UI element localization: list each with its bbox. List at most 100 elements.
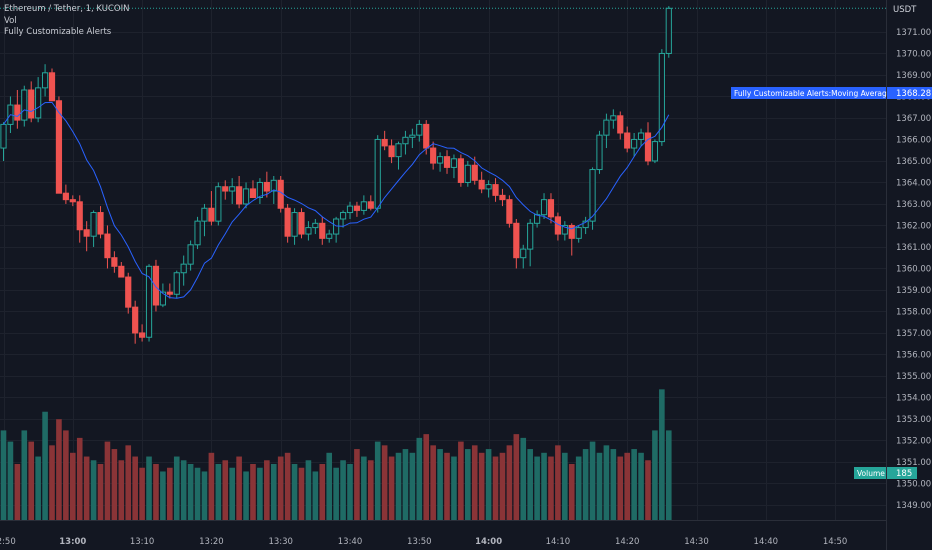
volume-bar — [575, 456, 582, 520]
candle — [596, 130, 603, 174]
candle — [381, 130, 388, 151]
volume-bar — [139, 467, 145, 520]
time-tick-label: 12:50 — [0, 537, 16, 547]
candle — [360, 195, 367, 215]
volume-bar — [243, 471, 249, 520]
price-tick-label: 1358.00 — [896, 307, 931, 317]
candle — [194, 216, 201, 250]
volume-bar — [326, 452, 333, 520]
volume-bar — [374, 441, 381, 520]
volume-bar — [471, 445, 478, 520]
candle — [48, 68, 56, 102]
candle-body — [132, 306, 139, 334]
volume-bar — [506, 445, 513, 520]
volume-bar — [305, 460, 312, 520]
candle-body — [651, 141, 659, 162]
volume-bar — [610, 449, 617, 520]
candle-body — [644, 132, 652, 162]
volume-bar — [236, 456, 242, 520]
volume-bar — [229, 467, 235, 520]
volume-bar — [659, 389, 665, 520]
volume-bar — [291, 464, 298, 520]
volume-bar — [21, 430, 28, 520]
volume-bar — [367, 460, 374, 520]
volume-indicator-label[interactable]: Vol — [4, 15, 17, 26]
price-tick-label: 1364.00 — [896, 178, 931, 188]
candle — [492, 178, 499, 202]
candle — [111, 251, 118, 273]
volume-bar — [56, 419, 62, 520]
candle — [28, 81, 35, 123]
candle-body — [478, 179, 485, 190]
candle-body — [506, 199, 513, 224]
candle — [610, 109, 617, 129]
volume-bars — [0, 389, 672, 520]
candle-body — [381, 138, 388, 147]
volume-bar — [409, 452, 416, 520]
volume-bar — [49, 445, 55, 520]
candle — [506, 195, 513, 228]
candle-body — [35, 87, 42, 119]
candle — [125, 272, 132, 314]
candle-body — [631, 138, 638, 149]
candle-body — [346, 205, 354, 214]
candle-body — [194, 220, 201, 246]
volume-bar — [624, 452, 630, 520]
time-tick-label: 14:50 — [823, 537, 848, 547]
volume-bar — [596, 452, 603, 520]
volume-bar — [492, 456, 499, 520]
candle-body — [291, 212, 298, 237]
candle-body — [180, 263, 187, 274]
candle — [97, 206, 104, 239]
candle-body — [443, 156, 451, 168]
candle-body — [201, 207, 208, 222]
candle-body — [173, 272, 180, 295]
candle — [339, 210, 347, 228]
candle-body — [395, 143, 402, 158]
alerts-indicator-label[interactable]: Fully Customizable Alerts — [4, 27, 112, 37]
volume-bar — [354, 449, 360, 520]
volume-bar — [465, 449, 471, 520]
volume-bar — [548, 456, 554, 520]
candle-body — [575, 227, 582, 239]
candle — [69, 195, 76, 207]
candle — [298, 208, 305, 239]
volume-bar — [42, 411, 48, 520]
candle-body — [104, 233, 111, 259]
volume-bar — [97, 464, 104, 520]
candle-body — [270, 179, 277, 192]
candle — [159, 283, 166, 308]
volume-bar — [264, 460, 270, 520]
time-tick-label: 13:20 — [199, 537, 224, 547]
volume-bar — [153, 464, 159, 520]
candle — [249, 180, 257, 198]
volume-bar — [35, 456, 41, 520]
candle — [256, 178, 264, 204]
candle — [631, 133, 638, 157]
volume-bar — [402, 449, 409, 520]
moving-average-line — [3, 101, 670, 299]
time-tick-label: 13:50 — [407, 537, 432, 547]
candle — [443, 150, 451, 174]
candle-body — [305, 227, 312, 235]
volume-bar — [527, 449, 533, 520]
price-tick-label: 1354.00 — [896, 393, 931, 403]
candle — [173, 270, 180, 299]
candle-body — [166, 291, 173, 295]
volume-bar — [201, 471, 208, 520]
candle-body — [561, 224, 568, 235]
candle-body — [582, 220, 589, 229]
volume-bar — [416, 437, 423, 520]
candle — [547, 193, 555, 224]
candle — [187, 240, 194, 271]
symbol-title[interactable]: Ethereum / Tether, 1, KUCOIN — [4, 4, 130, 14]
candle — [242, 182, 250, 209]
candle — [409, 128, 416, 149]
volume-bar — [187, 464, 194, 520]
candle-body — [41, 72, 49, 89]
candle — [208, 191, 215, 226]
volume-bar — [652, 430, 658, 520]
candle-body — [388, 145, 395, 158]
candle-body — [215, 186, 222, 222]
